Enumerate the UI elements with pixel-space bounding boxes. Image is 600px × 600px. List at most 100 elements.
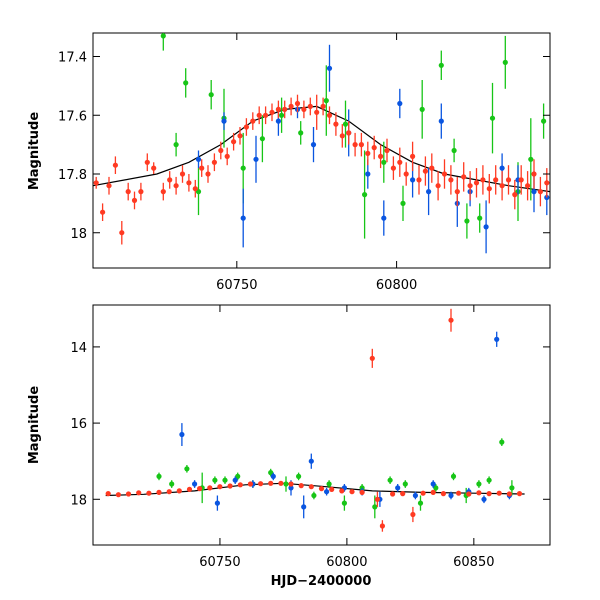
data-point	[352, 142, 358, 148]
top-ticks-layer: 60750 60800 17.4 17.6 17.8 18	[58, 33, 550, 293]
data-point	[381, 159, 387, 165]
data-point	[326, 481, 332, 487]
data-point	[144, 159, 150, 165]
data-point	[412, 492, 418, 499]
data-point	[320, 103, 326, 109]
data-point	[278, 480, 284, 486]
data-point	[173, 183, 179, 189]
data-point	[390, 491, 396, 497]
data-point	[324, 489, 330, 495]
data-point	[400, 491, 406, 497]
data-point	[160, 189, 166, 195]
data-point	[326, 112, 333, 118]
data-point	[105, 491, 111, 497]
data-point	[341, 500, 347, 506]
bottom-panel: 60750 60800 60850 14 16 18 Magnitude HJD−2400…	[27, 304, 551, 589]
data-point	[179, 171, 186, 177]
data-point	[464, 218, 470, 224]
data-point	[283, 481, 289, 487]
bottom-data-layer	[105, 308, 523, 532]
data-point	[494, 336, 500, 342]
data-point	[298, 130, 304, 136]
data-point	[505, 177, 512, 183]
data-point	[339, 133, 345, 139]
data-point	[217, 484, 223, 490]
data-point	[480, 177, 486, 183]
data-point	[502, 59, 508, 65]
data-point	[275, 118, 281, 124]
data-point	[429, 165, 435, 171]
data-point	[430, 481, 436, 487]
data-point	[454, 189, 460, 195]
data-point	[359, 489, 365, 495]
data-point	[372, 504, 378, 510]
data-point	[237, 133, 243, 139]
data-point	[195, 156, 202, 162]
data-point	[296, 473, 302, 479]
data-point	[301, 504, 307, 510]
data-point	[346, 130, 352, 136]
data-point	[307, 103, 313, 109]
data-point	[310, 142, 317, 148]
data-point	[403, 171, 409, 177]
data-point	[410, 153, 416, 159]
data-point	[438, 62, 444, 68]
data-point	[499, 439, 505, 445]
data-point	[400, 200, 406, 206]
data-point	[339, 488, 345, 494]
data-point	[288, 485, 294, 491]
data-point	[250, 118, 256, 124]
data-point	[410, 511, 416, 518]
top-panel: 60750 60800 17.4 17.6 17.8 18 Magnitude	[27, 32, 551, 293]
data-point	[451, 147, 457, 154]
data-point	[369, 355, 375, 361]
data-point	[311, 492, 317, 499]
data-point	[456, 490, 462, 496]
data-point	[125, 491, 132, 497]
data-point	[156, 489, 162, 495]
data-point	[476, 490, 482, 496]
data-point	[417, 500, 424, 506]
data-point	[205, 171, 211, 177]
data-point	[256, 112, 262, 118]
data-point	[426, 189, 432, 195]
data-point	[395, 485, 401, 491]
data-point	[486, 477, 492, 483]
data-point	[214, 500, 220, 506]
data-point	[269, 109, 275, 115]
data-point	[279, 112, 285, 118]
x-tick-label: 60750	[199, 555, 240, 570]
data-point	[308, 458, 314, 464]
y-tick-label: 17.8	[58, 168, 87, 183]
data-point	[371, 145, 377, 151]
data-point	[208, 92, 214, 98]
data-point	[156, 473, 162, 479]
data-point	[112, 162, 118, 168]
bottom-x-axis-title: HJD−2400000	[271, 574, 372, 589]
data-point	[218, 147, 224, 154]
x-tick-label: 60800	[326, 555, 367, 570]
data-point	[243, 124, 249, 130]
data-point	[525, 183, 531, 189]
data-point	[268, 480, 274, 486]
data-point	[433, 485, 439, 491]
data-point	[167, 177, 173, 183]
data-point	[136, 490, 142, 496]
top-plot-frame	[92, 32, 551, 269]
data-point	[518, 177, 524, 183]
x-tick-label: 60850	[453, 555, 494, 570]
data-point	[448, 492, 454, 499]
data-point	[358, 142, 364, 148]
data-point	[221, 118, 227, 124]
data-point	[106, 183, 112, 189]
data-point	[506, 491, 512, 497]
data-point	[541, 118, 547, 124]
x-tick-label: 60750	[216, 278, 257, 293]
data-point	[222, 477, 228, 483]
data-point	[466, 491, 472, 497]
data-point	[342, 121, 349, 127]
y-tick-label: 18	[70, 227, 87, 242]
y-tick-label: 16	[70, 417, 87, 432]
data-point	[430, 489, 436, 495]
